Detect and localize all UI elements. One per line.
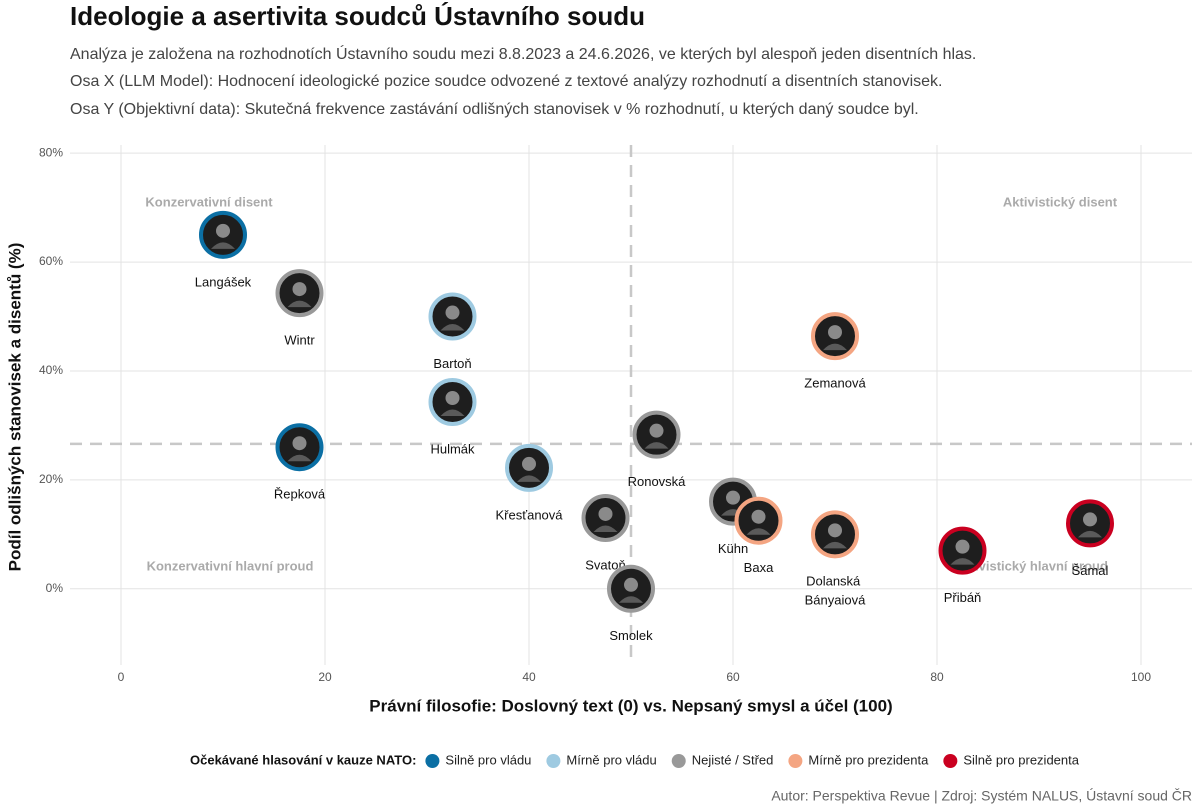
judge-point	[811, 312, 859, 361]
portrait-body	[1078, 530, 1102, 538]
portrait-body	[644, 442, 669, 449]
portrait-head	[216, 223, 230, 238]
subtitle: Analýza je založena na rozhodnotích Ústa…	[70, 44, 976, 63]
portrait-body	[517, 475, 541, 482]
y-tick-label: 60%	[39, 254, 63, 268]
x-tick-label: 0	[118, 670, 125, 684]
point-label: Hulmák	[430, 441, 475, 456]
portrait-head	[828, 523, 842, 538]
portrait-body	[287, 300, 312, 308]
y-tick-label: 20%	[39, 472, 63, 486]
point-label: Šámal	[1072, 563, 1109, 578]
judge-point	[428, 378, 477, 427]
portrait-head	[624, 577, 638, 592]
judge-point	[811, 510, 859, 559]
legend-label: Silně pro prezidenta	[963, 752, 1079, 767]
quadrant-label: Aktivistický disent	[1003, 194, 1118, 209]
quadrant-label: Konzervativní disent	[145, 194, 273, 209]
judge-point	[581, 493, 630, 542]
legend-label: Nejisté / Střed	[692, 752, 774, 767]
point-label: Kühn	[718, 541, 748, 556]
y-tick-label: 80%	[39, 145, 63, 159]
point-label: Přibáň	[944, 590, 982, 605]
point-label: Dolanská Bányaiová	[805, 574, 866, 608]
portrait-head	[445, 305, 460, 320]
point-label: Langášek	[195, 274, 252, 289]
point-label: Wintr	[284, 333, 315, 348]
judge-point	[632, 410, 681, 459]
portrait-head	[649, 423, 664, 438]
portrait-body	[440, 409, 465, 417]
legend-label: Silně pro vládu	[445, 752, 531, 767]
legend-label: Mírně pro prezidenta	[808, 752, 929, 767]
point-label: Smolek	[609, 628, 653, 643]
legend-title: Očekávané hlasování v kauze NATO:	[190, 752, 416, 767]
x-tick-label: 100	[1131, 670, 1151, 684]
portrait-head	[751, 509, 766, 524]
judge-point	[428, 292, 477, 341]
portrait-head	[598, 506, 613, 521]
subtitle: Osa X (LLM Model): Hodnocení ideologické…	[70, 73, 943, 90]
point-label: Svatoň	[585, 557, 625, 572]
portrait-head	[292, 282, 307, 297]
portrait-body	[950, 558, 975, 565]
caption: Autor: Perspektiva Revue | Zdroj: Systém…	[771, 788, 1192, 804]
y-tick-label: 0%	[46, 581, 64, 595]
portrait-head	[522, 456, 536, 471]
judge-point	[607, 564, 655, 613]
judge-point	[199, 210, 247, 259]
portrait-head	[445, 391, 460, 406]
subtitle: Osa Y (Objektivní data): Skutečná frekve…	[70, 101, 919, 118]
x-tick-label: 80	[930, 670, 944, 684]
portrait-body	[593, 525, 618, 532]
portrait-body	[619, 596, 643, 603]
point-label: Řepková	[274, 487, 326, 502]
portrait-body	[823, 343, 847, 351]
portrait-head	[726, 490, 740, 505]
judge-point	[505, 443, 553, 492]
y-tick-label: 40%	[39, 363, 63, 377]
portrait-body	[746, 528, 771, 535]
portrait-body	[440, 324, 465, 331]
judge-point	[275, 269, 324, 318]
legend-swatch	[425, 754, 440, 768]
portrait-body	[287, 454, 312, 462]
quadrant-label: Konzervativní hlavní proud	[147, 558, 314, 573]
point-label: Křesťanová	[495, 507, 563, 522]
portrait-body	[823, 541, 847, 549]
portrait-body	[211, 242, 235, 249]
judge-point	[275, 423, 324, 472]
x-tick-label: 20	[318, 670, 332, 684]
judge-point	[1066, 499, 1114, 548]
legend-label: Mírně pro vládu	[566, 752, 656, 767]
legend-swatch	[546, 754, 561, 768]
legend-swatch	[671, 754, 686, 768]
legend-swatch	[788, 754, 803, 768]
x-axis-label: Právní filosofie: Doslovný text (0) vs. …	[369, 696, 892, 715]
legend-swatch	[943, 754, 958, 768]
portrait-head	[1083, 512, 1097, 527]
portrait-head	[292, 436, 307, 451]
chart-title: Ideologie a asertivita soudců Ústavního …	[70, 1, 645, 31]
judge-point	[938, 526, 987, 575]
point-label: Bartoň	[433, 356, 471, 371]
judge-point	[734, 496, 783, 545]
point-label: Ronovská	[628, 474, 687, 489]
x-tick-label: 40	[522, 670, 536, 684]
portrait-head	[828, 325, 842, 340]
point-label: Baxa	[744, 560, 774, 575]
portrait-head	[955, 539, 970, 554]
point-label: Zemanová	[804, 376, 866, 391]
x-tick-label: 60	[726, 670, 740, 684]
y-axis-label: Podíl odlišných stanovisek a disentů (%)	[5, 243, 24, 572]
quadrant-label: Aktivistický hlavní proud	[954, 558, 1108, 573]
